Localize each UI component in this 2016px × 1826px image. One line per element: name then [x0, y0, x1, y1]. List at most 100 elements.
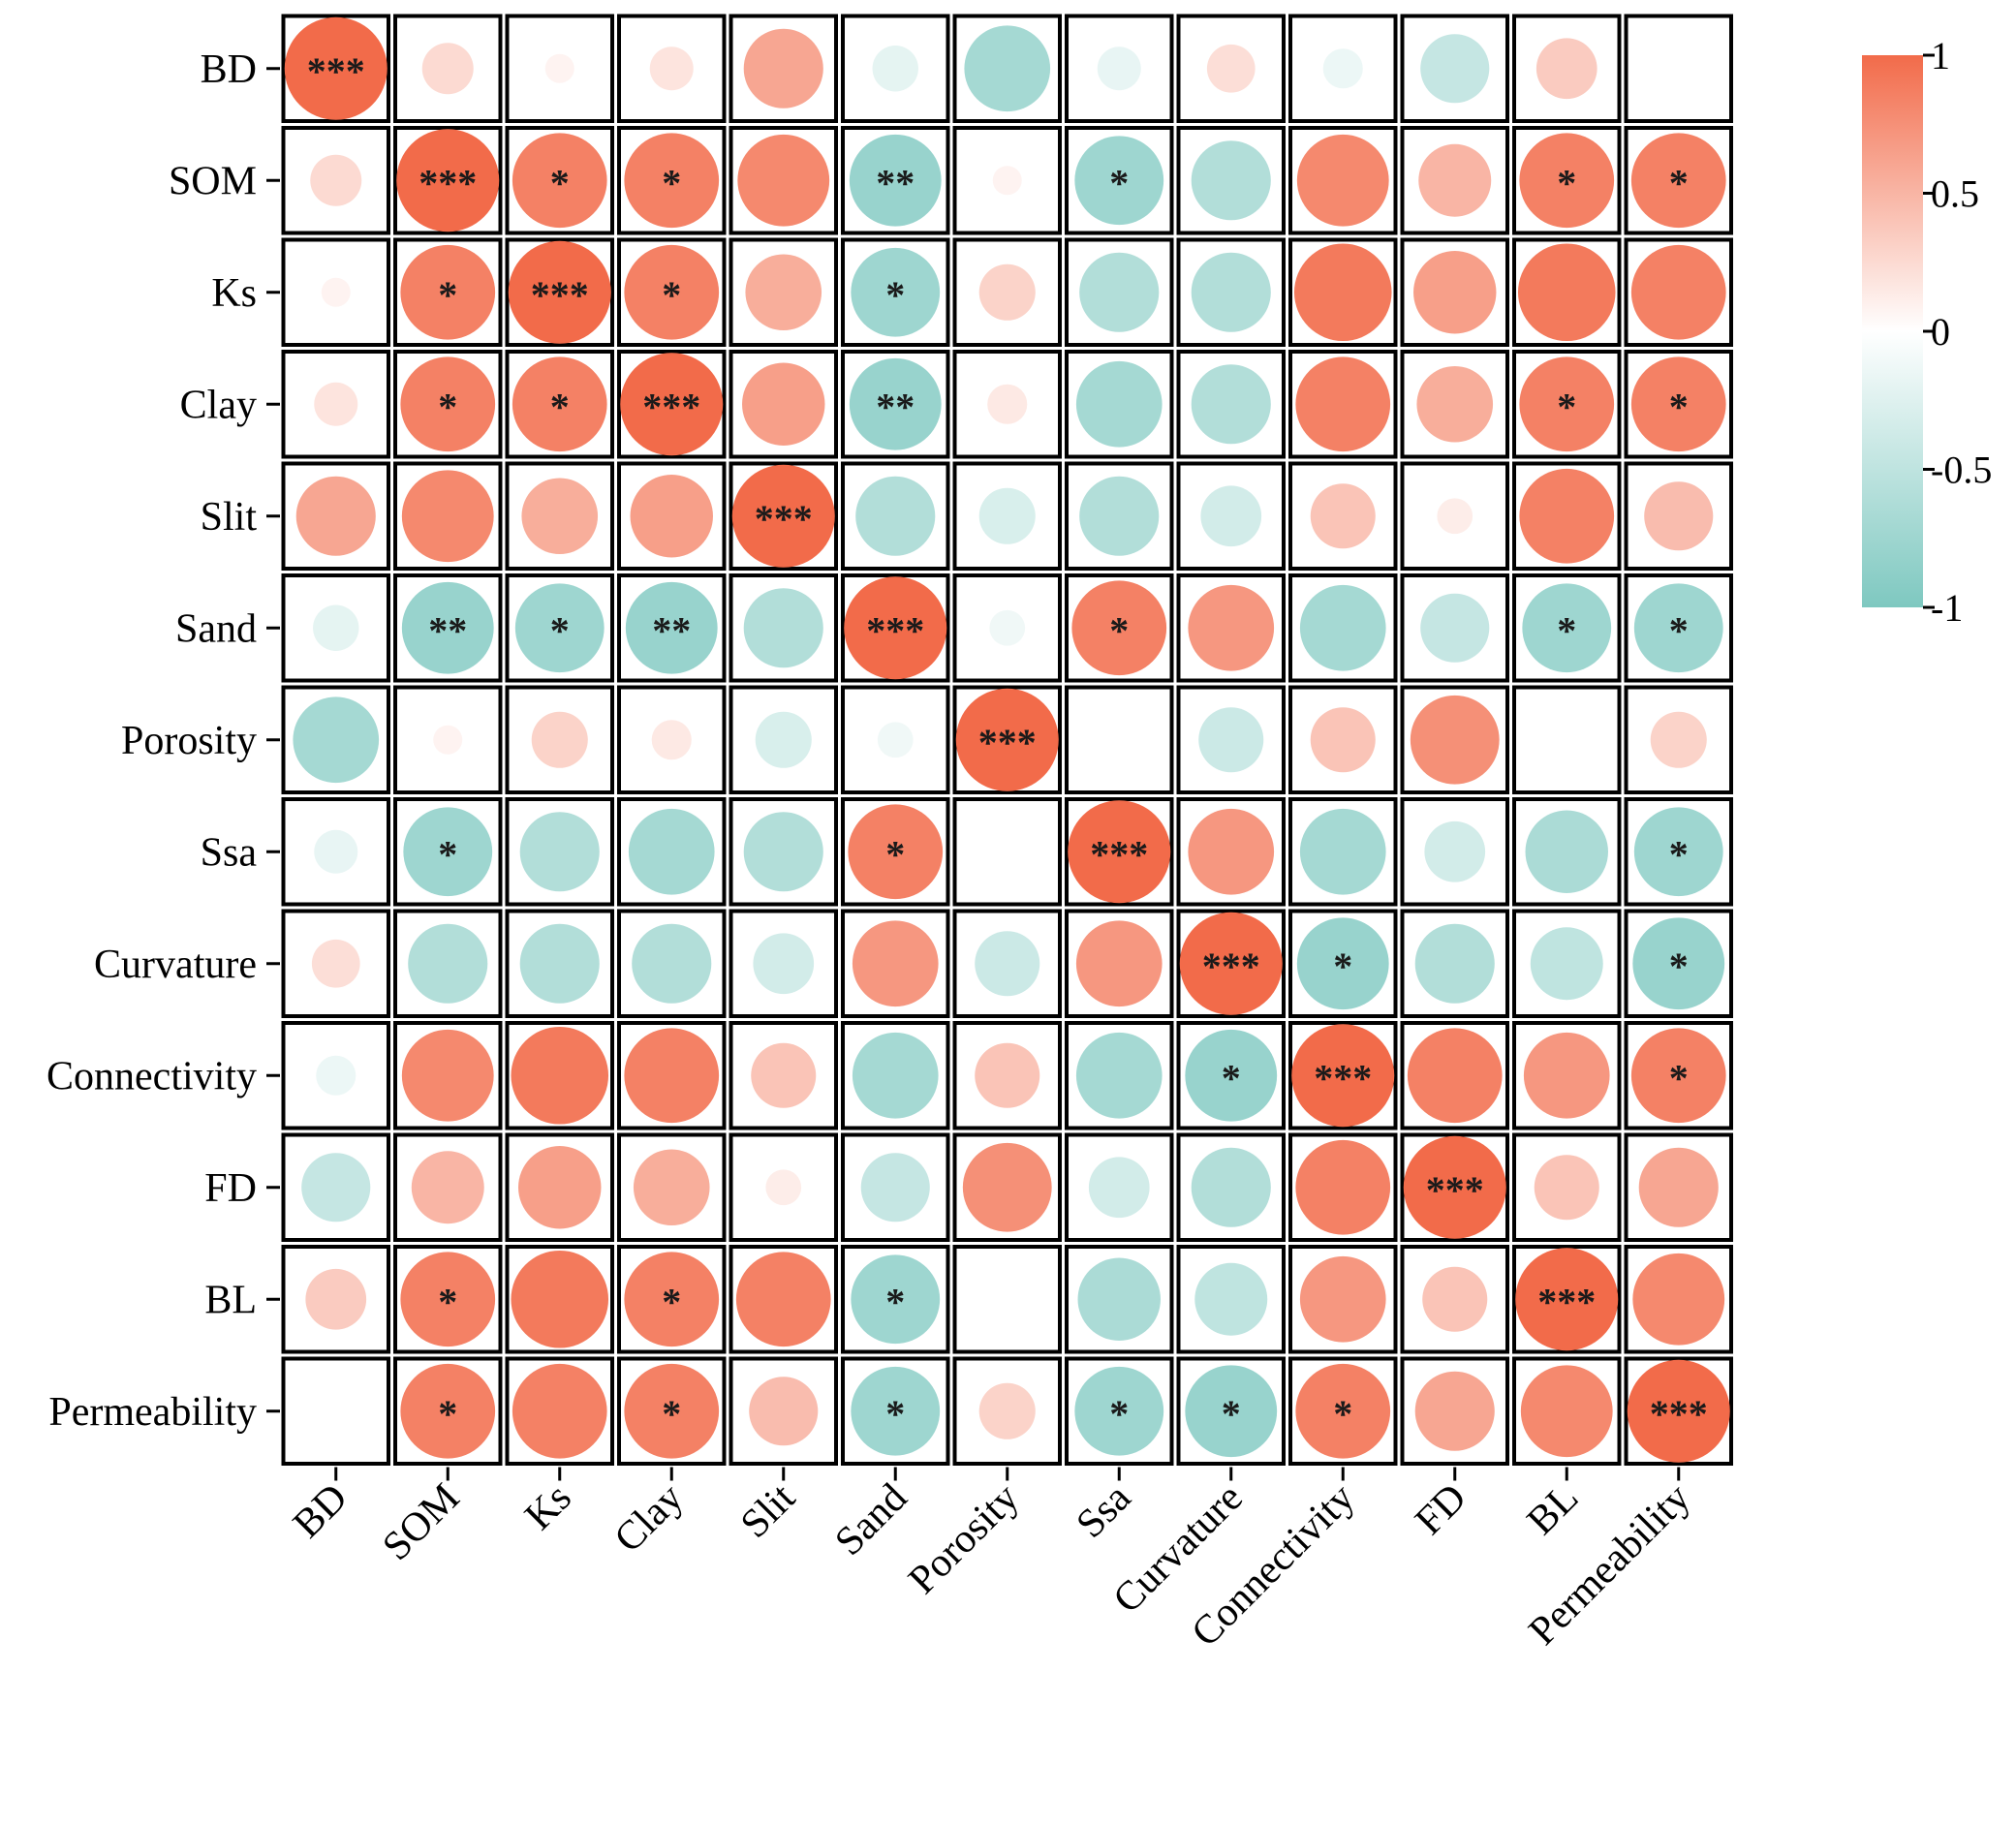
significance-mark: *** [419, 161, 477, 204]
cell-slit-porosity [952, 461, 1062, 571]
cell-clay-connectivity [1288, 350, 1398, 459]
cell-slit-sand [841, 461, 950, 571]
cell-ssa-porosity [952, 797, 1062, 907]
cell-som-fd [1400, 126, 1509, 235]
correlation-circle [1413, 251, 1497, 334]
cell-connectivity-connectivity: *** [1288, 1021, 1398, 1130]
correlation-circle [508, 240, 611, 344]
cell-ssa-ks [505, 797, 614, 907]
column-label: Sand [826, 1475, 915, 1564]
row-label: Clay [180, 383, 257, 427]
correlation-circle [1410, 695, 1500, 785]
correlation-circle [1627, 1359, 1730, 1463]
correlation-circle [1188, 808, 1275, 895]
correlation-circle [735, 1252, 831, 1347]
cell-som-ks: * [505, 126, 614, 235]
cell-permeability-ks [505, 1356, 614, 1466]
correlation-circle [749, 1377, 819, 1446]
correlation-circle [1198, 707, 1264, 773]
cell-porosity-som [393, 685, 503, 794]
correlation-circle [1299, 584, 1386, 671]
correlation-circle [521, 478, 599, 555]
correlation-circle [1534, 1155, 1599, 1221]
correlation-circle [401, 581, 494, 674]
correlation-circle [433, 725, 463, 755]
correlation-circle [411, 1151, 484, 1224]
cell-ks-ks: *** [505, 237, 614, 347]
cell-clay-ssa [1065, 350, 1174, 459]
correlation-circle [284, 16, 388, 120]
significance-mark: *** [1426, 1168, 1484, 1212]
cell-bd-ks [505, 14, 614, 123]
cell-ssa-bl [1512, 797, 1622, 907]
significance-mark: * [1557, 608, 1576, 652]
correlation-circle [624, 1028, 720, 1124]
cell-fd-permeability [1624, 1132, 1733, 1242]
cell-slit-permeability [1624, 461, 1733, 571]
correlation-circle [1191, 140, 1271, 221]
significance-mark: *** [531, 273, 589, 317]
cell-frame [1065, 685, 1174, 794]
correlation-circle [860, 1153, 930, 1222]
column-label: Porosity [900, 1475, 1028, 1603]
cell-sand-sand: *** [841, 573, 950, 683]
cell-bl-som: * [393, 1245, 503, 1354]
cell-ssa-slit [729, 797, 838, 907]
correlation-circle [1632, 1253, 1725, 1346]
cell-bd-sand [841, 14, 950, 123]
correlation-circle [531, 711, 588, 768]
significance-mark: *** [1202, 944, 1260, 988]
significance-mark: * [550, 161, 570, 204]
correlation-circle [1525, 810, 1608, 893]
correlation-circle [1185, 1365, 1278, 1458]
significance-mark: * [885, 273, 905, 317]
correlation-circle [955, 688, 1059, 791]
cell-ks-ssa [1065, 237, 1174, 347]
correlation-circle [1075, 920, 1163, 1007]
correlation-circle [743, 28, 823, 108]
correlation-circle [1191, 252, 1271, 332]
significance-mark: * [662, 1280, 681, 1323]
cell-frame [505, 685, 614, 794]
row-label: Ssa [201, 830, 258, 875]
correlation-circle [295, 476, 376, 556]
correlation-circle [625, 581, 718, 674]
correlation-circle [305, 1268, 367, 1330]
correlation-circle [992, 166, 1022, 196]
cell-slit-clay [617, 461, 727, 571]
correlation-circle [872, 46, 918, 92]
cell-frame [1400, 573, 1509, 683]
cell-curvature-slit [729, 909, 838, 1018]
correlation-circle [1097, 46, 1141, 91]
significance-mark: * [1557, 385, 1576, 428]
cell-curvature-curvature: *** [1176, 909, 1286, 1018]
colorbar-gradient [1862, 55, 1923, 607]
cell-ks-bd [281, 237, 390, 347]
significance-mark: *** [642, 385, 700, 428]
cell-fd-connectivity [1288, 1132, 1398, 1242]
cell-sand-clay: ** [617, 573, 727, 683]
cell-curvature-connectivity: * [1288, 909, 1398, 1018]
column-label: Ssa [1069, 1475, 1140, 1547]
cell-connectivity-sand [841, 1021, 950, 1130]
significance-mark: * [438, 1280, 457, 1323]
correlation-circle [649, 46, 694, 91]
cell-ssa-bd [281, 797, 390, 907]
cell-porosity-porosity: *** [952, 685, 1062, 794]
correlation-circle [519, 812, 600, 892]
correlation-circle [1074, 1366, 1164, 1456]
row-label: Porosity [121, 719, 257, 763]
correlation-circle [1522, 583, 1612, 673]
correlation-circle [1424, 820, 1486, 882]
correlation-circle [1519, 468, 1615, 564]
significance-mark: * [1669, 385, 1689, 428]
cell-som-curvature [1176, 126, 1286, 235]
cell-fd-ssa [1065, 1132, 1174, 1242]
correlation-circle [852, 1032, 939, 1119]
cell-bl-connectivity [1288, 1245, 1398, 1354]
correlation-circle [1068, 800, 1171, 904]
correlation-circle [851, 1254, 941, 1345]
correlation-circle [400, 356, 496, 452]
significance-mark: * [550, 385, 570, 428]
cell-connectivity-slit [729, 1021, 838, 1130]
